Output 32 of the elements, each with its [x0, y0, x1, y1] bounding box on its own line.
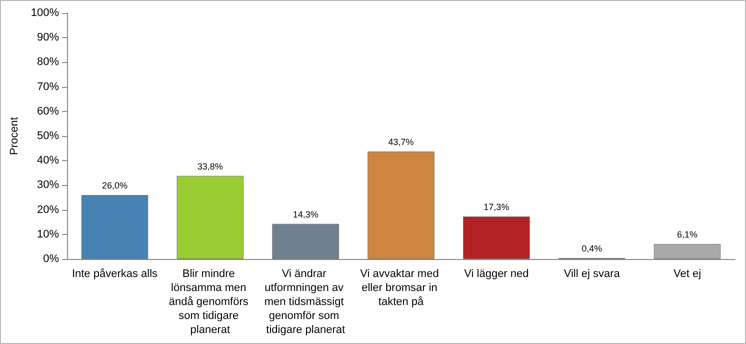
y-tick-label: 60%	[37, 105, 60, 118]
y-tick-label: 40%	[37, 154, 60, 167]
y-tick-label: 90%	[37, 32, 60, 44]
y-tick-label: 30%	[37, 179, 60, 192]
x-tick-label: Inte påverkas alls	[72, 268, 158, 280]
data-label: 6,1%	[677, 229, 698, 240]
bar	[81, 195, 148, 259]
data-label: 33,8%	[197, 161, 223, 172]
bar	[368, 152, 434, 259]
x-tick-label: Vi avvaktar med eller bromsar in takten på	[360, 268, 442, 308]
y-tick-label: 80%	[37, 56, 60, 68]
y-tick-label: 10%	[37, 228, 60, 240]
x-tick-label: Vi lägger ned	[464, 268, 529, 280]
bar	[272, 224, 339, 259]
y-tick-label: 20%	[37, 204, 60, 216]
data-label: 43,7%	[388, 137, 414, 147]
data-label: 14,3%	[292, 209, 318, 220]
x-tick-label: Vill ej svara	[564, 268, 621, 280]
data-label: 17,3%	[484, 202, 510, 212]
bar	[463, 216, 530, 259]
bar	[176, 176, 244, 259]
bar	[654, 244, 721, 259]
x-tick-label: Blir mindre lönsamma men ändå genomförs som tidigare planerat	[168, 268, 252, 336]
x-tick-label: Vi ändrar utformningen av men tidsmässigt genomför som tidigare planerat	[264, 268, 347, 336]
x-tick-label: Vet ej	[674, 268, 702, 280]
data-label: 0,4%	[582, 244, 602, 254]
data-label: 26,0%	[102, 180, 128, 191]
y-tick-label: 0%	[43, 253, 60, 265]
y-tick-label: 70%	[37, 80, 60, 93]
y-tick-label: 50%	[37, 130, 60, 142]
y-axis-title: Procent	[8, 117, 20, 155]
y-tick-label: 100%	[30, 7, 60, 19]
